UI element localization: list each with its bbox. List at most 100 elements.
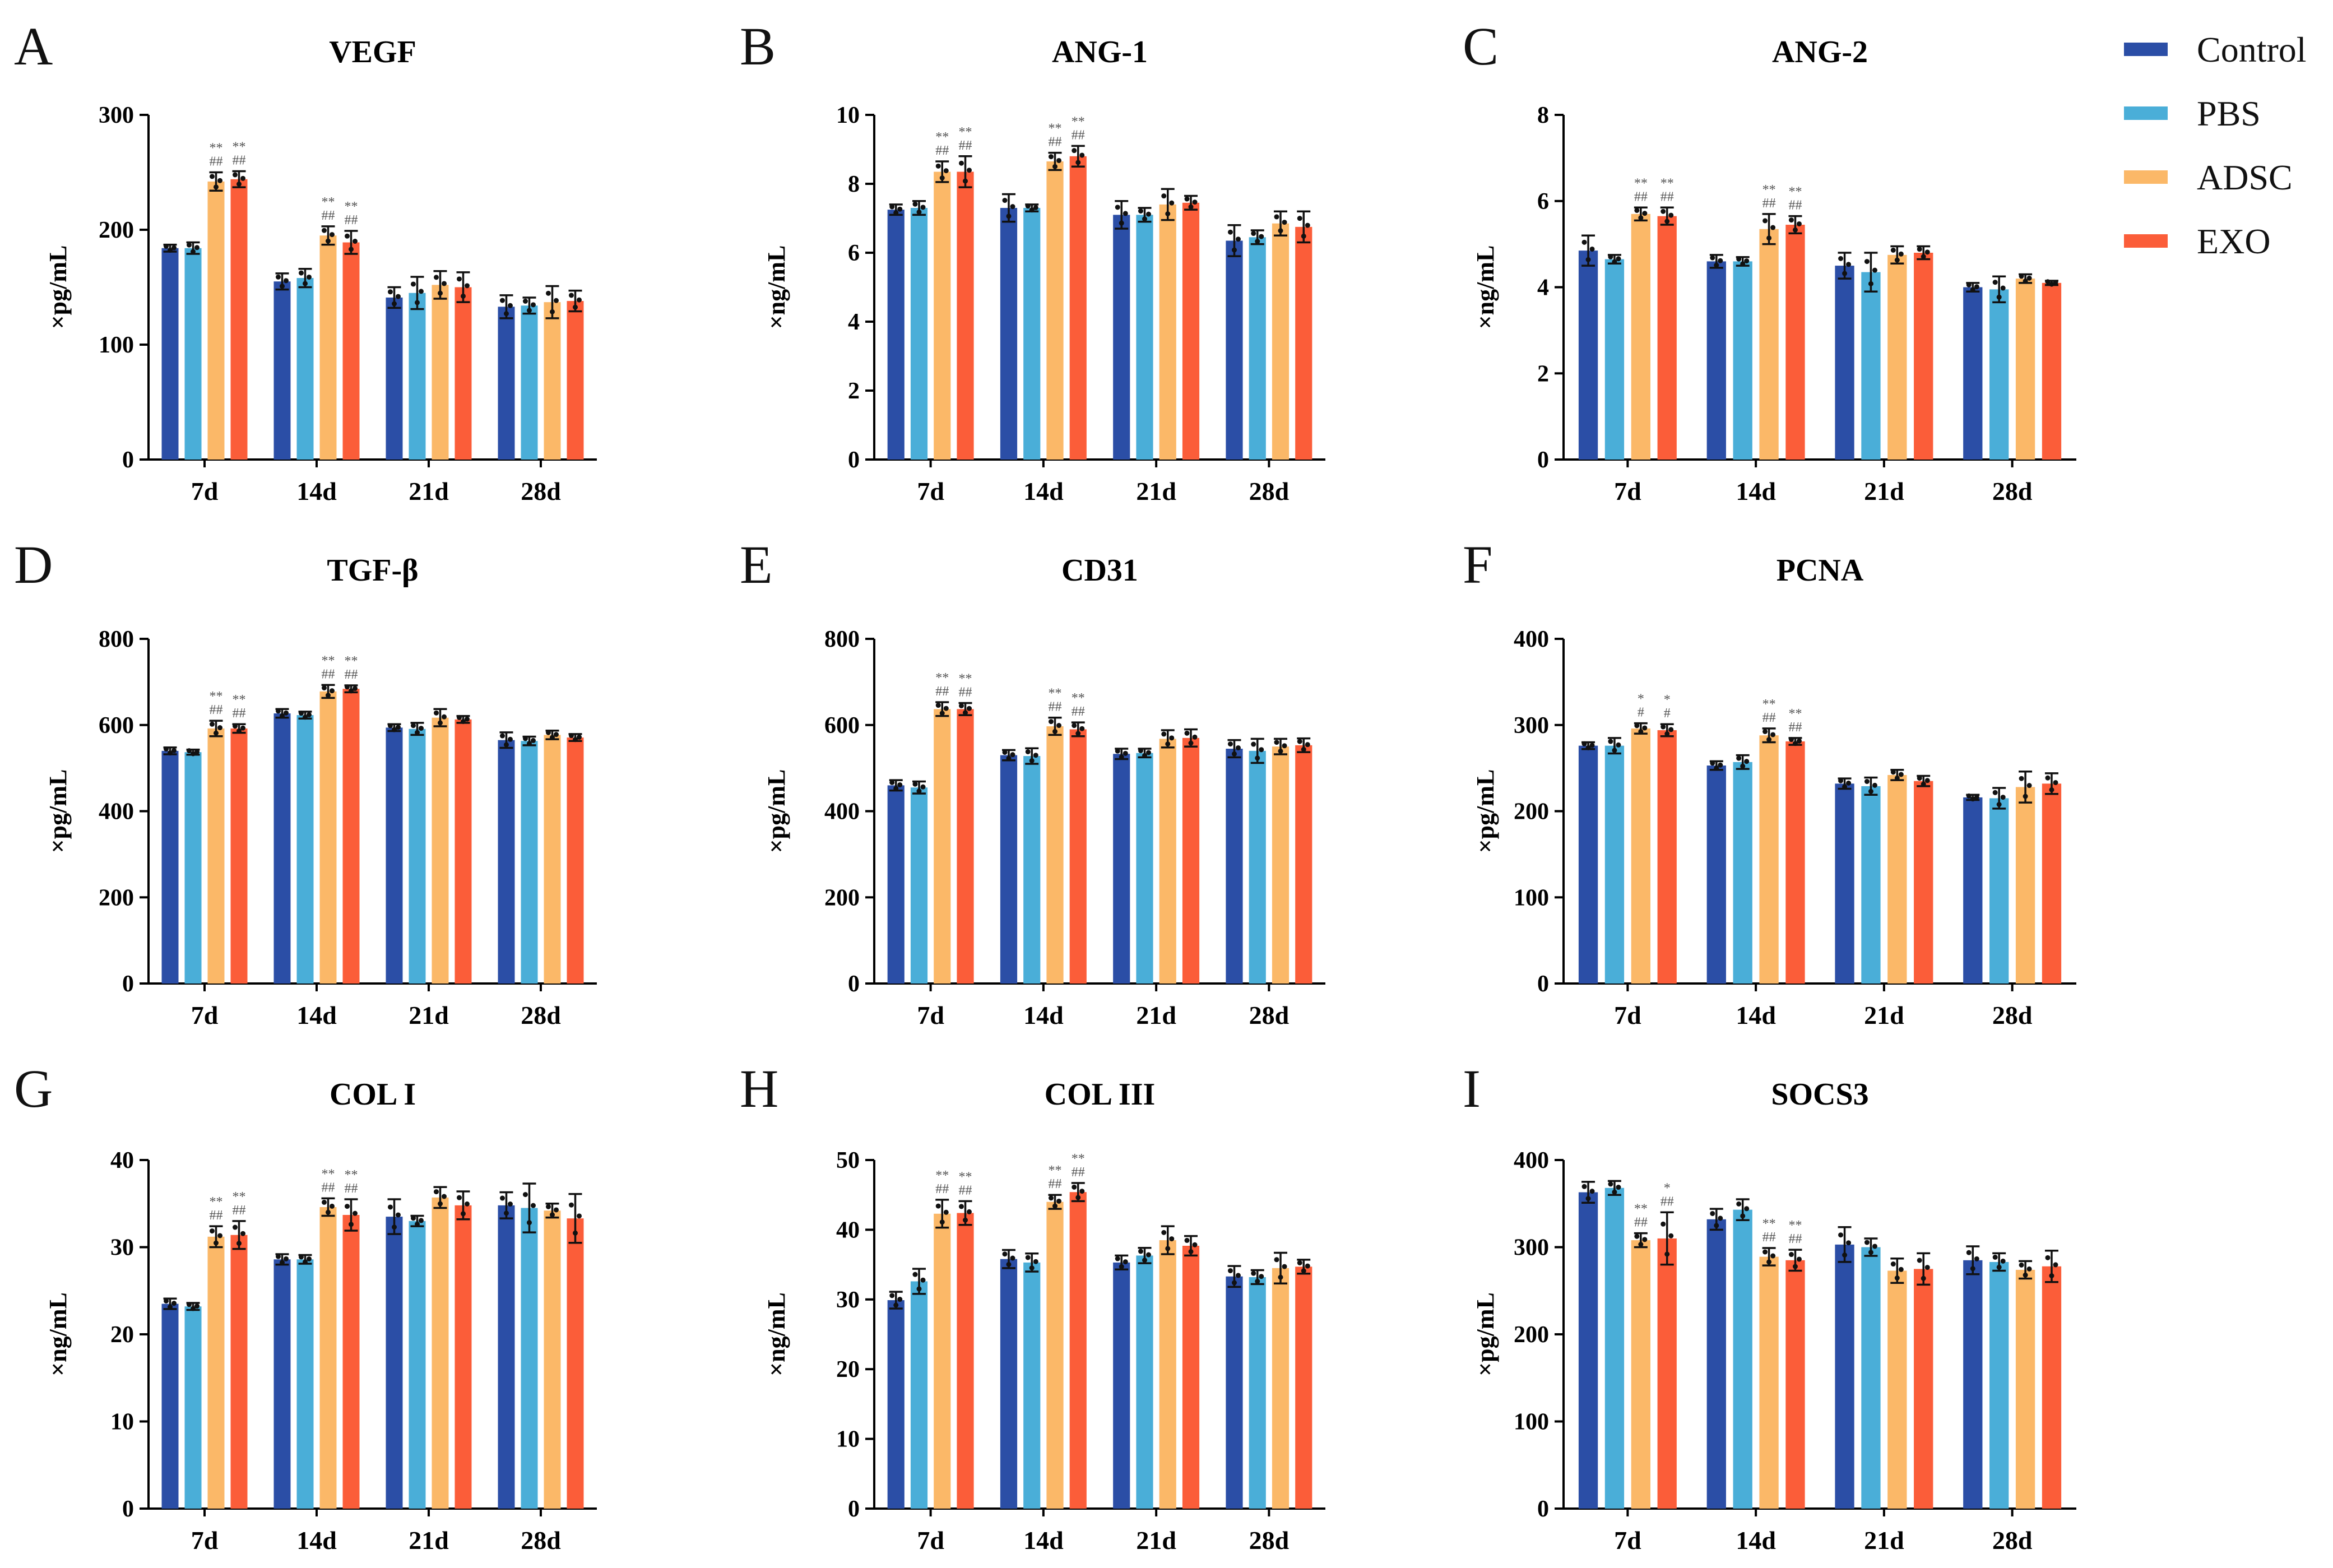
significance-mark: ## xyxy=(1788,720,1802,735)
data-points xyxy=(345,233,358,252)
significance-mark: ** xyxy=(1049,1163,1062,1178)
data-points xyxy=(388,723,401,732)
bar-exo-21d xyxy=(1182,1246,1200,1509)
bar-pbs-28d xyxy=(521,1208,538,1509)
bar-adsc-14d xyxy=(1046,726,1064,984)
data-points xyxy=(1025,1255,1038,1271)
y-tick-label: 200 xyxy=(99,885,134,911)
bar-adsc-28d xyxy=(1272,1268,1290,1509)
y-tick-label: 2 xyxy=(1537,361,1549,387)
bar-control-7d xyxy=(1578,250,1598,460)
significance-mark: ** xyxy=(322,1167,335,1181)
data-points xyxy=(1661,208,1674,224)
data-points xyxy=(1736,755,1750,769)
bar-exo-28d xyxy=(1295,745,1312,984)
y-tick-label: 300 xyxy=(1514,713,1549,739)
y-axis-label: ×pg/mL xyxy=(44,245,72,330)
data-points xyxy=(935,1203,949,1225)
data-points xyxy=(299,270,312,286)
significance-mark: ** xyxy=(210,1195,223,1209)
data-points xyxy=(1002,198,1015,219)
data-points xyxy=(411,723,424,735)
data-points xyxy=(1992,1254,2006,1270)
significance-mark: ## xyxy=(210,155,223,169)
data-points xyxy=(1736,1201,1750,1219)
y-axis-label: ×pg/mL xyxy=(1472,1292,1499,1376)
data-points xyxy=(1864,259,1877,286)
bar-adsc-28d xyxy=(2015,279,2035,460)
data-points xyxy=(1227,1268,1241,1286)
significance-mark: ## xyxy=(1072,704,1085,719)
bar-pbs-21d xyxy=(409,293,426,460)
data-points xyxy=(299,1254,312,1265)
bar-exo-28d xyxy=(2042,1266,2062,1509)
bar-adsc-21d xyxy=(1887,774,1907,984)
data-points xyxy=(164,1298,177,1310)
y-tick-label: 400 xyxy=(1514,627,1549,652)
significance-mark: ## xyxy=(233,1203,246,1218)
bar-exo-21d xyxy=(454,287,472,460)
data-points xyxy=(1966,282,1979,293)
chart-title: SOCS3 xyxy=(1771,1077,1868,1112)
data-points xyxy=(1608,254,1621,265)
data-points xyxy=(388,1204,401,1230)
bar-adsc-21d xyxy=(1887,254,1907,460)
data-points xyxy=(1161,1230,1175,1251)
data-points xyxy=(233,723,245,734)
data-points xyxy=(1710,760,1723,771)
data-points xyxy=(569,293,582,310)
data-points xyxy=(1115,1256,1128,1269)
data-points xyxy=(1049,1195,1062,1209)
significance-mark: ## xyxy=(322,667,335,681)
chart-panel-h: H COL III01020304050×ng/mL7d##**##**14d##… xyxy=(740,1059,1325,1555)
bar-exo-28d xyxy=(567,1218,584,1509)
bar-exo-14d xyxy=(1785,225,1805,460)
data-points xyxy=(1661,1221,1674,1257)
data-points xyxy=(912,781,926,794)
bar-pbs-14d xyxy=(1023,756,1041,984)
bar-pbs-7d xyxy=(184,248,202,460)
y-tick-label: 200 xyxy=(1514,799,1549,825)
data-points xyxy=(1788,1252,1802,1269)
y-tick-label: 2 xyxy=(848,378,860,404)
y-tick-label: 300 xyxy=(99,103,134,128)
data-points xyxy=(1917,776,1930,787)
bar-control-21d xyxy=(1835,266,1854,460)
bar-exo-7d xyxy=(1657,1238,1677,1509)
data-points xyxy=(434,710,447,726)
significance-mark: ## xyxy=(1762,196,1776,211)
y-tick-label: 800 xyxy=(824,627,860,652)
legend-label: ADSC xyxy=(2197,157,2293,197)
bar-exo-14d xyxy=(1785,741,1805,984)
y-axis-label: ×ng/mL xyxy=(763,1292,790,1376)
data-points xyxy=(1710,255,1723,268)
significance-mark: ## xyxy=(1049,700,1062,715)
bar-pbs-21d xyxy=(1861,1247,1881,1509)
data-points xyxy=(1581,1184,1595,1201)
significance-mark: ## xyxy=(322,208,335,223)
x-tick-label: 14d xyxy=(1023,477,1064,505)
y-tick-label: 400 xyxy=(824,799,860,825)
significance-mark: ** xyxy=(959,125,972,140)
y-tick-label: 100 xyxy=(99,332,134,358)
bar-control-28d xyxy=(498,740,515,984)
chart-title: ANG-1 xyxy=(1052,35,1148,69)
data-points xyxy=(1966,793,1979,802)
data-points xyxy=(935,163,949,181)
chart-title: COL III xyxy=(1045,1077,1156,1112)
data-points xyxy=(187,242,200,254)
bar-control-21d xyxy=(1835,783,1854,984)
data-points xyxy=(345,1204,358,1227)
legend-item-control: Control xyxy=(2124,30,2307,69)
y-tick-label: 0 xyxy=(848,1496,860,1522)
significance-mark: ** xyxy=(1049,686,1062,701)
bar-control-28d xyxy=(498,1205,515,1509)
bar-adsc-28d xyxy=(544,735,561,984)
bar-exo-7d xyxy=(957,709,974,984)
bar-pbs-7d xyxy=(1604,1187,1625,1509)
significance-mark: ** xyxy=(1762,697,1776,712)
y-tick-label: 100 xyxy=(1514,1409,1549,1435)
significance-mark: ** xyxy=(345,654,358,669)
bar-pbs-7d xyxy=(1604,745,1625,984)
